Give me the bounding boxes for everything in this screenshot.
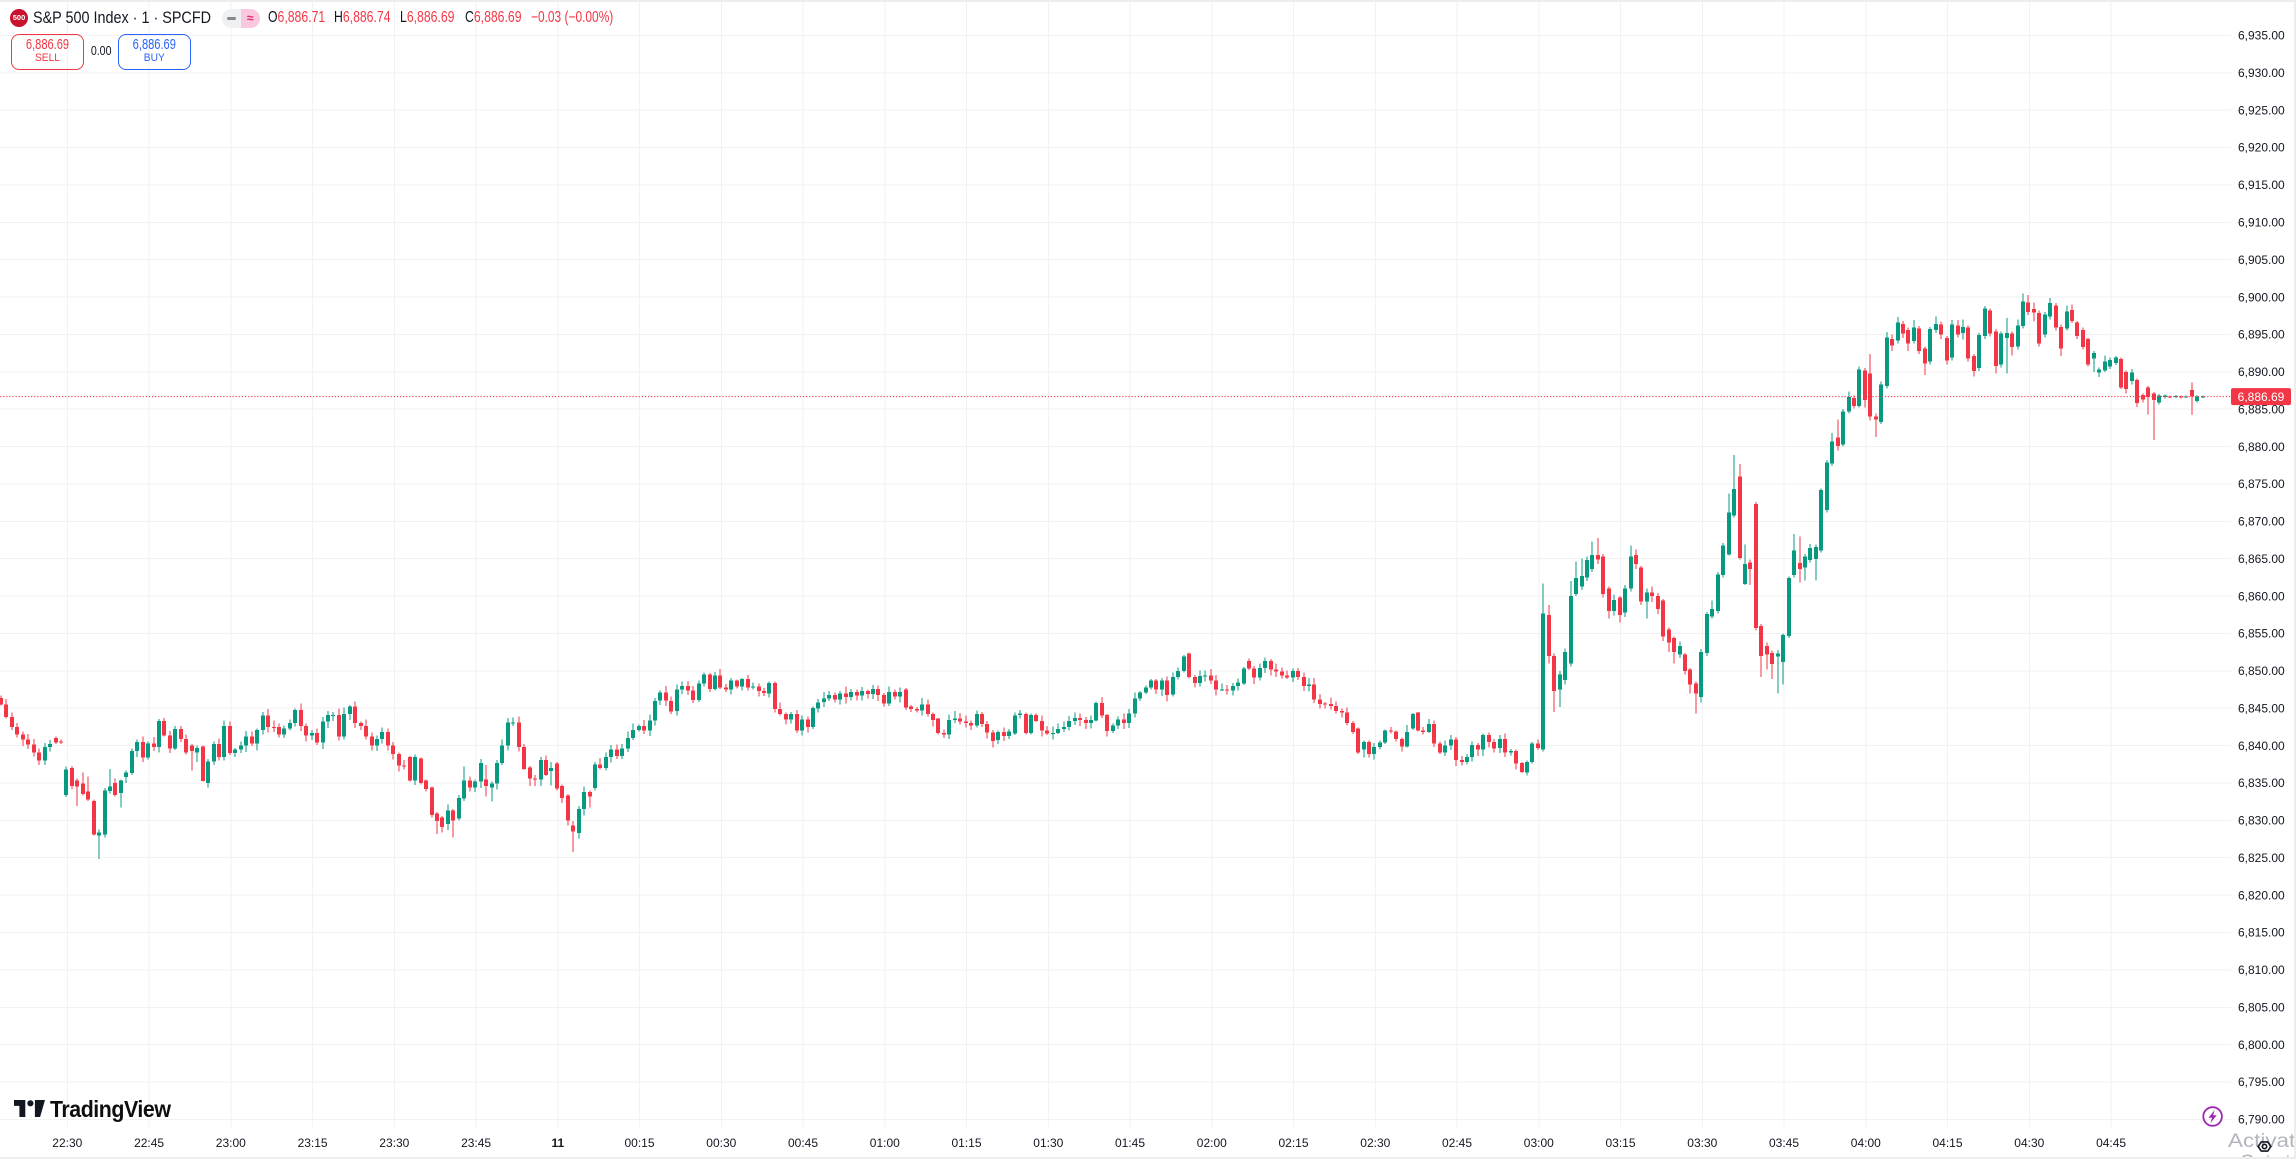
svg-text:6,815.00: 6,815.00 [2238, 926, 2285, 940]
svg-text:6,850.00: 6,850.00 [2238, 664, 2285, 678]
svg-text:6,935.00: 6,935.00 [2238, 29, 2285, 43]
svg-text:11: 11 [551, 1136, 564, 1150]
svg-text:02:45: 02:45 [1442, 1136, 1472, 1150]
svg-text:22:30: 22:30 [52, 1136, 82, 1150]
svg-text:6,910.00: 6,910.00 [2238, 216, 2285, 230]
svg-text:03:45: 03:45 [1769, 1136, 1799, 1150]
svg-text:6,790.00: 6,790.00 [2238, 1113, 2285, 1127]
svg-text:6,855.00: 6,855.00 [2238, 627, 2285, 641]
svg-text:6,885.00: 6,885.00 [2238, 402, 2285, 416]
svg-text:02:15: 02:15 [1278, 1136, 1308, 1150]
svg-text:01:30: 01:30 [1033, 1136, 1063, 1150]
svg-text:04:30: 04:30 [2014, 1136, 2044, 1150]
svg-text:03:30: 03:30 [1687, 1136, 1717, 1150]
svg-text:6,835.00: 6,835.00 [2238, 776, 2285, 790]
svg-text:Get st: Get st [2240, 1152, 2291, 1159]
svg-text:01:15: 01:15 [951, 1136, 981, 1150]
svg-text:6,900.00: 6,900.00 [2238, 290, 2285, 304]
svg-text:00:15: 00:15 [624, 1136, 654, 1150]
svg-text:6,845.00: 6,845.00 [2238, 701, 2285, 715]
svg-text:Activat: Activat [2228, 1131, 2295, 1152]
svg-text:03:00: 03:00 [1524, 1136, 1554, 1150]
svg-text:03:15: 03:15 [1605, 1136, 1635, 1150]
svg-text:6,886.69: 6,886.69 [2238, 390, 2285, 404]
svg-text:6,865.00: 6,865.00 [2238, 552, 2285, 566]
svg-text:6,825.00: 6,825.00 [2238, 851, 2285, 865]
svg-text:6,930.00: 6,930.00 [2238, 66, 2285, 80]
svg-text:01:00: 01:00 [870, 1136, 900, 1150]
svg-text:04:00: 04:00 [1851, 1136, 1881, 1150]
svg-text:6,870.00: 6,870.00 [2238, 515, 2285, 529]
svg-text:TradingView: TradingView [50, 1096, 171, 1122]
svg-text:6,925.00: 6,925.00 [2238, 103, 2285, 117]
svg-text:02:00: 02:00 [1197, 1136, 1227, 1150]
svg-text:6,840.00: 6,840.00 [2238, 739, 2285, 753]
svg-text:23:30: 23:30 [379, 1136, 409, 1150]
svg-text:04:15: 04:15 [1932, 1136, 1962, 1150]
svg-text:23:00: 23:00 [216, 1136, 246, 1150]
svg-text:6,795.00: 6,795.00 [2238, 1075, 2285, 1089]
svg-text:6,810.00: 6,810.00 [2238, 963, 2285, 977]
svg-text:6,890.00: 6,890.00 [2238, 365, 2285, 379]
svg-text:6,800.00: 6,800.00 [2238, 1038, 2285, 1052]
svg-text:6,920.00: 6,920.00 [2238, 141, 2285, 155]
svg-text:00:45: 00:45 [788, 1136, 818, 1150]
svg-text:6,805.00: 6,805.00 [2238, 1001, 2285, 1015]
svg-text:23:45: 23:45 [461, 1136, 491, 1150]
svg-text:6,860.00: 6,860.00 [2238, 589, 2285, 603]
svg-text:6,915.00: 6,915.00 [2238, 178, 2285, 192]
svg-text:04:45: 04:45 [2096, 1136, 2126, 1150]
svg-text:01:45: 01:45 [1115, 1136, 1145, 1150]
svg-text:6,880.00: 6,880.00 [2238, 440, 2285, 454]
svg-text:23:15: 23:15 [298, 1136, 328, 1150]
svg-text:6,830.00: 6,830.00 [2238, 814, 2285, 828]
svg-text:6,905.00: 6,905.00 [2238, 253, 2285, 267]
svg-text:6,895.00: 6,895.00 [2238, 328, 2285, 342]
svg-text:02:30: 02:30 [1360, 1136, 1390, 1150]
svg-text:00:30: 00:30 [706, 1136, 736, 1150]
svg-text:6,820.00: 6,820.00 [2238, 888, 2285, 902]
svg-text:22:45: 22:45 [134, 1136, 164, 1150]
svg-text:6,875.00: 6,875.00 [2238, 477, 2285, 491]
